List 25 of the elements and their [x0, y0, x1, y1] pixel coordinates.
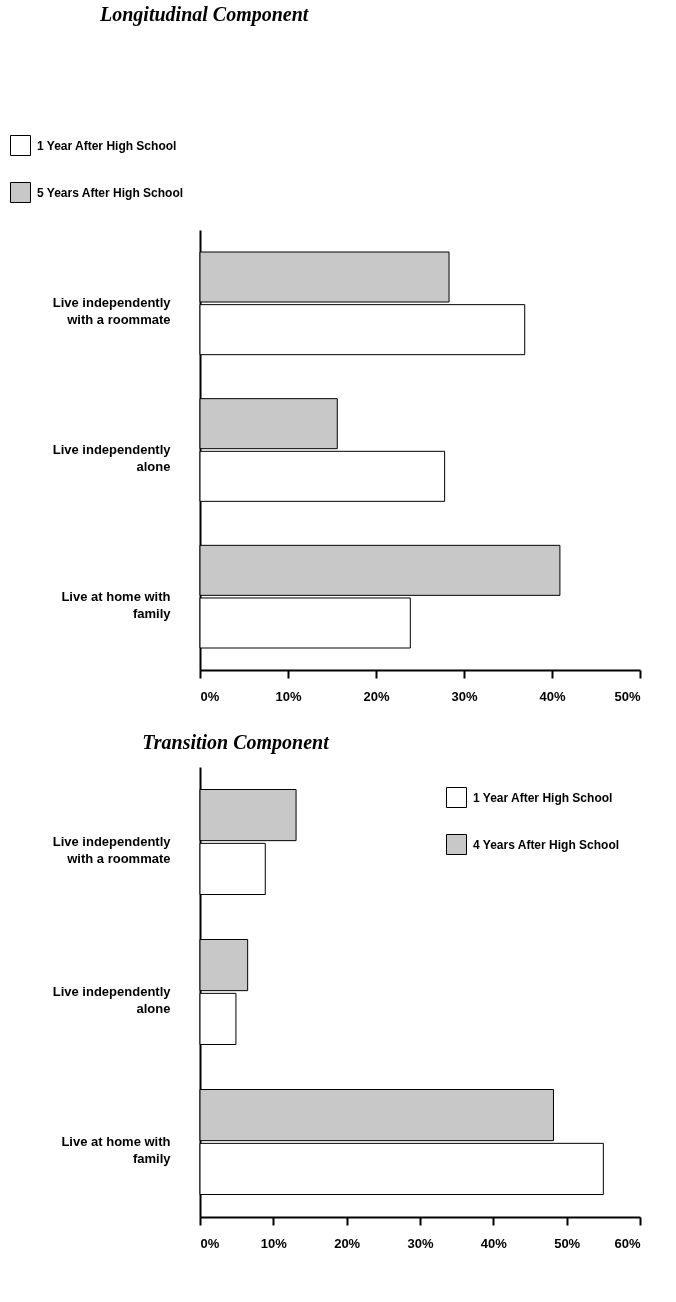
x-tick-label: 20%: [334, 1235, 361, 1251]
y-tick-label: Live at home with family: [61, 1134, 172, 1166]
x-tick-label: 30%: [407, 1235, 434, 1251]
chart-title: Longitudinal Component: [99, 3, 310, 26]
y-tick-label: Live independently alone: [52, 442, 172, 474]
x-tick-label: 50%: [614, 688, 641, 704]
legend-label: 1 Year After High School: [37, 138, 177, 153]
legend-label: 1 Year After High School: [473, 790, 613, 805]
x-tick-label: 50%: [554, 1235, 581, 1251]
x-tick-label: 20%: [363, 688, 390, 704]
x-tick-label: 60%: [614, 1235, 641, 1251]
legend-label: 5 Years After High School: [37, 185, 184, 200]
x-tick-label: 10%: [275, 688, 302, 704]
x-tick-label: 0%: [200, 1235, 220, 1251]
x-tick-label: 10%: [260, 1235, 288, 1251]
y-tick-label: Live independently with a roommate: [52, 295, 172, 328]
y-tick-label: Live at home with family: [61, 588, 172, 621]
y-tick-label: Live independently alone: [52, 984, 172, 1016]
x-tick-label: 30%: [451, 688, 478, 704]
x-tick-label: 40%: [539, 688, 566, 704]
legend-label: 4 Years After High School: [473, 837, 620, 852]
x-tick-label: 40%: [480, 1235, 508, 1251]
chart-title: Transition Component: [142, 731, 331, 754]
x-tick-label: 0%: [200, 688, 220, 704]
y-tick-label: Live independently with a roommate: [52, 834, 172, 866]
